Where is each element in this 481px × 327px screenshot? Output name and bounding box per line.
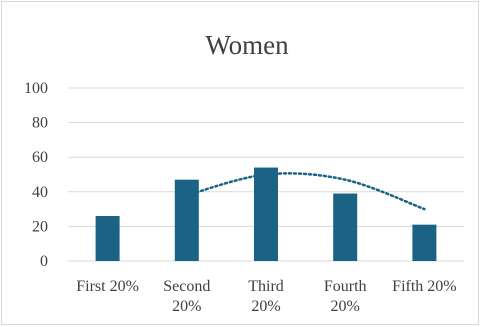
y-tick-label: 40 — [32, 184, 48, 201]
y-tick-label: 60 — [32, 149, 48, 166]
x-axis-labels: First 20% Second 20% Third 20% Fourth 20% Fifth… — [76, 278, 456, 315]
x-category-label: First 20% — [76, 278, 139, 295]
y-axis-ticks: 0 20 40 60 80 100 — [24, 80, 48, 270]
trendline — [185, 172, 426, 211]
y-tick-label: 100 — [24, 80, 48, 97]
x-category-label-line: Fifth 20% — [392, 278, 456, 295]
trendline-layer — [185, 172, 426, 211]
bar — [254, 167, 278, 261]
x-category-label-line: Second — [163, 278, 210, 295]
chart-title: Women — [205, 30, 289, 60]
bar — [412, 224, 437, 261]
bar — [333, 193, 358, 261]
x-category-label-line: First 20% — [76, 278, 139, 295]
x-category-label-line: Fourth — [324, 278, 367, 295]
x-category-label-line: 20% — [251, 298, 280, 315]
y-tick-label: 0 — [40, 253, 48, 270]
x-category-label: Fifth 20% — [392, 278, 456, 295]
bar — [174, 179, 199, 261]
bar-series — [95, 167, 437, 261]
y-tick-label: 20 — [32, 218, 48, 235]
x-category-label: Fourth 20% — [324, 278, 367, 315]
x-category-label: Third 20% — [248, 278, 284, 315]
x-category-label-line: 20% — [172, 298, 201, 315]
x-category-label-line: 20% — [331, 298, 360, 315]
x-category-label: Second 20% — [163, 278, 210, 315]
y-tick-label: 80 — [32, 115, 48, 132]
bar — [95, 216, 120, 261]
x-category-label-line: Third — [248, 278, 284, 295]
